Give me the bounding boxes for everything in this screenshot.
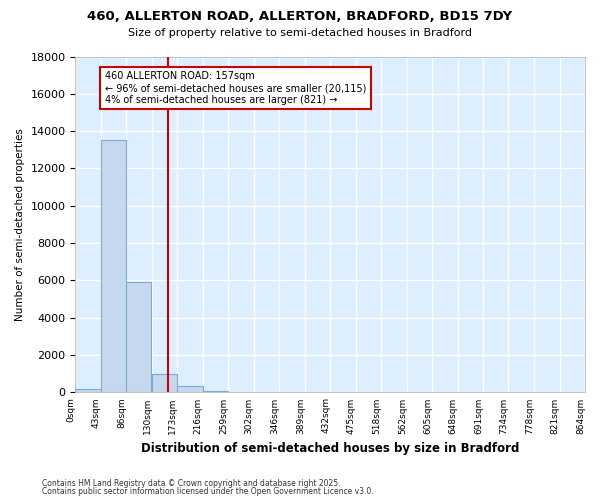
- Bar: [101, 140, 126, 392]
- Text: Contains public sector information licensed under the Open Government Licence v3: Contains public sector information licen…: [42, 487, 374, 496]
- Bar: [152, 374, 178, 392]
- Text: Size of property relative to semi-detached houses in Bradford: Size of property relative to semi-detach…: [128, 28, 472, 38]
- Text: 460 ALLERTON ROAD: 157sqm
← 96% of semi-detached houses are smaller (20,115)
4% : 460 ALLERTON ROAD: 157sqm ← 96% of semi-…: [105, 72, 366, 104]
- Bar: [178, 386, 203, 392]
- X-axis label: Distribution of semi-detached houses by size in Bradford: Distribution of semi-detached houses by …: [141, 442, 520, 455]
- Text: 460, ALLERTON ROAD, ALLERTON, BRADFORD, BD15 7DY: 460, ALLERTON ROAD, ALLERTON, BRADFORD, …: [88, 10, 512, 23]
- Bar: [126, 282, 151, 393]
- Text: Contains HM Land Registry data © Crown copyright and database right 2025.: Contains HM Land Registry data © Crown c…: [42, 478, 341, 488]
- Bar: [76, 388, 101, 392]
- Bar: [203, 390, 228, 392]
- Y-axis label: Number of semi-detached properties: Number of semi-detached properties: [15, 128, 25, 321]
